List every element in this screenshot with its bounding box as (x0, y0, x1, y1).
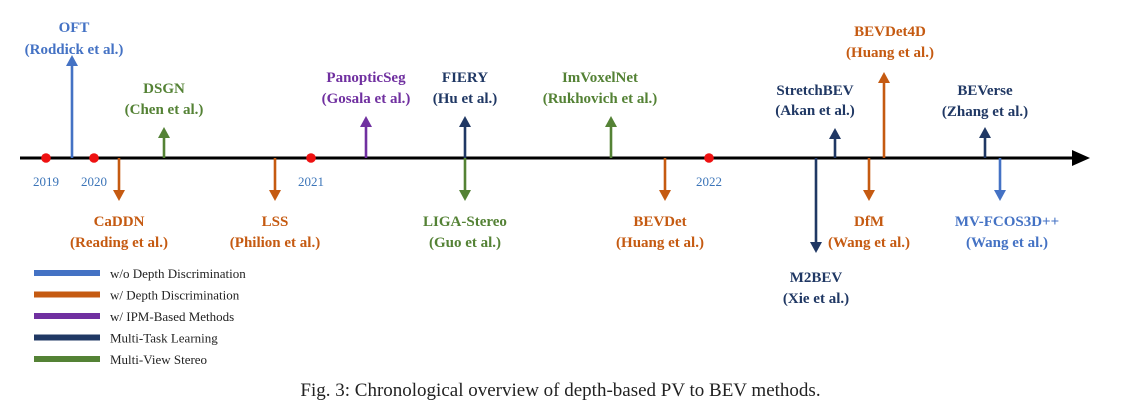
legend-swatch-multi-task-learning (34, 334, 100, 341)
method-lss-name: LSS (262, 214, 289, 230)
method-beverse-arrow-head (979, 127, 991, 138)
method-lss-arrow-head (269, 190, 281, 201)
year-dot-2021 (306, 153, 316, 163)
legend-swatch-w-o-depth-discrimination (34, 270, 100, 276)
method-bevdet4d-authors: (Huang et al.) (846, 45, 934, 61)
legend-label-w-o-depth-discrimination: w/o Depth Discrimination (110, 266, 246, 281)
method-bevdet4d-name: BEVDet4D (854, 24, 926, 40)
method-beverse-authors: (Zhang et al.) (942, 104, 1028, 120)
figure-caption: Fig. 3: Chronological overview of depth-… (300, 380, 821, 401)
year-label-2020: 2020 (81, 174, 107, 189)
year-label-2019: 2019 (33, 174, 59, 189)
method-caddn-arrow-head (113, 190, 125, 201)
method-mv-fcos3d--authors: (Wang et al.) (966, 235, 1048, 251)
year-dot-2019 (41, 153, 51, 163)
method-stretchbev-name: StretchBEV (776, 83, 853, 99)
method-fiery-name: FIERY (442, 70, 488, 86)
method-caddn-authors: (Reading et al.) (70, 235, 168, 251)
method-mv-fcos3d--name: MV-FCOS3D++ (955, 214, 1059, 230)
year-dot-2022 (704, 153, 714, 163)
legend-swatch-w-depth-discrimination (34, 291, 100, 298)
method-imvoxelnet-name: ImVoxelNet (562, 70, 638, 86)
method-panopticseg-name: PanopticSeg (326, 70, 406, 86)
timeline-axis-arrowhead (1072, 150, 1090, 166)
method-beverse-name: BEVerse (957, 83, 1013, 99)
method-dfm-name: DfM (854, 214, 884, 230)
method-dfm-authors: (Wang et al.) (828, 235, 910, 251)
method-m2bev-name: M2BEV (790, 270, 843, 286)
year-label-2022: 2022 (696, 174, 722, 189)
method-bevdet-arrow-head (659, 190, 671, 201)
method-dfm-arrow-head (863, 190, 875, 201)
legend-label-w-ipm-based-methods: w/ IPM-Based Methods (110, 309, 234, 324)
method-oft-name: OFT (59, 20, 90, 36)
method-panopticseg-arrow-head (360, 116, 372, 127)
method-imvoxelnet-arrow-head (605, 116, 617, 127)
legend-label-multi-view-stereo: Multi-View Stereo (110, 352, 207, 367)
method-m2bev-arrow-head (810, 242, 822, 253)
method-dsgn-authors: (Chen et al.) (125, 102, 204, 118)
method-liga-stereo-arrow-head (459, 190, 471, 201)
method-stretchbev-authors: (Akan et al.) (775, 103, 855, 119)
legend-label-w-depth-discrimination: w/ Depth Discrimination (110, 288, 240, 303)
legend-swatch-w-ipm-based-methods (34, 313, 100, 319)
year-label-2021: 2021 (298, 174, 324, 189)
method-fiery-arrow-head (459, 116, 471, 127)
year-dot-2020 (89, 153, 99, 163)
method-oft-authors: (Roddick et al.) (25, 42, 124, 58)
method-dsgn-arrow-head (158, 127, 170, 138)
legend-swatch-multi-view-stereo (34, 356, 100, 362)
method-bevdet-name: BEVDet (633, 214, 686, 230)
legend-label-multi-task-learning: Multi-Task Learning (110, 331, 218, 346)
method-oft-arrow-head (66, 55, 78, 66)
method-stretchbev-arrow-head (829, 128, 841, 139)
method-m2bev-authors: (Xie et al.) (783, 291, 849, 307)
method-mv-fcos3d--arrow-head (994, 190, 1006, 201)
method-bevdet4d-arrow-head (878, 72, 890, 83)
method-liga-stereo-authors: (Guo et al.) (429, 235, 501, 251)
method-liga-stereo-name: LIGA-Stereo (423, 214, 507, 230)
method-fiery-authors: (Hu et al.) (433, 91, 498, 107)
method-dsgn-name: DSGN (143, 81, 185, 97)
method-imvoxelnet-authors: (Rukhovich et al.) (543, 91, 658, 107)
method-bevdet-authors: (Huang et al.) (616, 235, 704, 251)
method-panopticseg-authors: (Gosala et al.) (322, 91, 411, 107)
method-caddn-name: CaDDN (94, 214, 145, 230)
method-lss-authors: (Philion et al.) (230, 235, 320, 251)
